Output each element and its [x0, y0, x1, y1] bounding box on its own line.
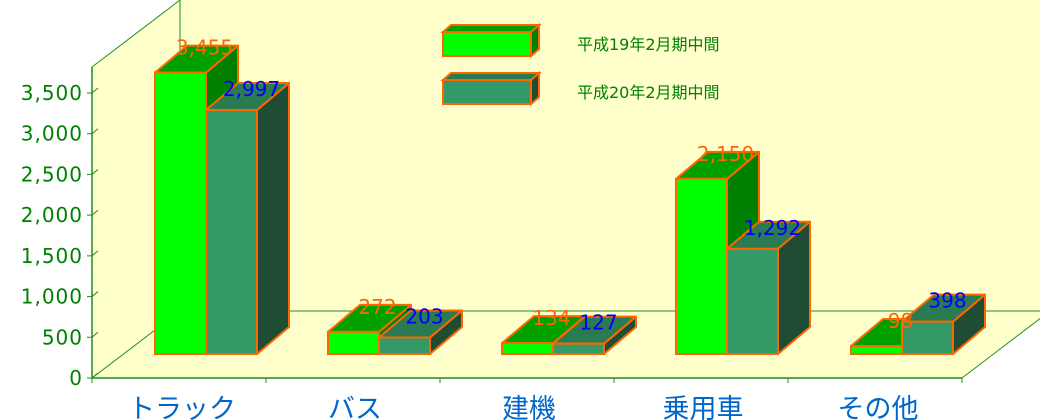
data-label-s2: 2,997: [223, 77, 280, 101]
y-tick-depth: [91, 128, 99, 135]
category-label: 乗用車: [663, 394, 744, 420]
y-tick-label: 1,000: [21, 285, 83, 309]
y-tick-label: 3,000: [21, 122, 83, 146]
bar-s2-0: [205, 81, 290, 355]
y-tick-label: 500: [42, 325, 83, 349]
y-tick-depth: [91, 87, 99, 94]
y-tick-label: 3,500: [21, 81, 83, 105]
legend-item-s2: 平成20年2月期中間: [440, 70, 720, 107]
legend-item-s1-top: [440, 24, 542, 33]
category-label: トラック: [128, 394, 236, 420]
category-label: バス: [328, 394, 382, 420]
legend-item-s1: 平成19年2月期中間: [440, 22, 720, 59]
y-tick-depth: [91, 250, 99, 257]
data-label-s1: 134: [532, 306, 570, 330]
bar-s1-0-front: [154, 71, 207, 356]
legend-item-s1-swatch: [442, 31, 532, 57]
data-label-s2: 127: [579, 311, 617, 335]
y-tick-label: 2,000: [21, 203, 83, 227]
bar-s1-4-front: [850, 345, 903, 355]
legend-item-s2-top: [440, 72, 542, 81]
data-label-s1: 3,455: [176, 36, 233, 60]
data-label-s1: 98: [888, 309, 913, 333]
data-label-s2: 1,292: [744, 216, 801, 240]
y-tick-depth: [91, 372, 99, 379]
bar-s2-4: [901, 293, 986, 356]
back-wall: [180, 0, 1040, 311]
bar-s2-0-side: [256, 81, 290, 355]
legend-item-s2-label: 平成20年2月期中間: [577, 83, 720, 102]
data-label-s1: 272: [358, 295, 396, 319]
bar-s2-2-front: [552, 342, 605, 355]
wall-top-edge: [91, 0, 181, 68]
bar-s2-3-front: [726, 247, 779, 355]
legend-item-s1-label: 平成19年2月期中間: [577, 35, 720, 54]
y-tick-depth: [91, 169, 99, 175]
bar-s1-2-front: [501, 342, 554, 355]
y-tick-depth: [91, 331, 99, 338]
bar-s2-2: [552, 315, 637, 355]
y-tick-label: 0: [69, 366, 83, 390]
y-tick-depth: [91, 291, 99, 297]
bar-s2-4-front: [901, 320, 954, 356]
floor-right-edge: [961, 317, 1040, 379]
data-label-s2: 398: [928, 289, 966, 313]
data-label-s1: 2,150: [697, 142, 754, 166]
y-tick-depth: [91, 209, 99, 216]
bar-s2-0-front: [205, 108, 258, 355]
legend-item-s2-swatch: [442, 79, 532, 105]
bar-s2-3: [726, 220, 811, 355]
category-label: 建機: [502, 394, 556, 420]
bar-s2-1-front: [378, 336, 431, 356]
y-tick-label: 1,500: [21, 244, 83, 268]
bar-s1-1-front: [327, 330, 380, 356]
bar-s2-1: [378, 309, 463, 356]
data-label-s2: 203: [405, 304, 443, 328]
y-tick-label: 2,500: [21, 162, 83, 186]
category-label: その他: [838, 394, 919, 420]
bar-s1-3-front: [675, 177, 728, 355]
